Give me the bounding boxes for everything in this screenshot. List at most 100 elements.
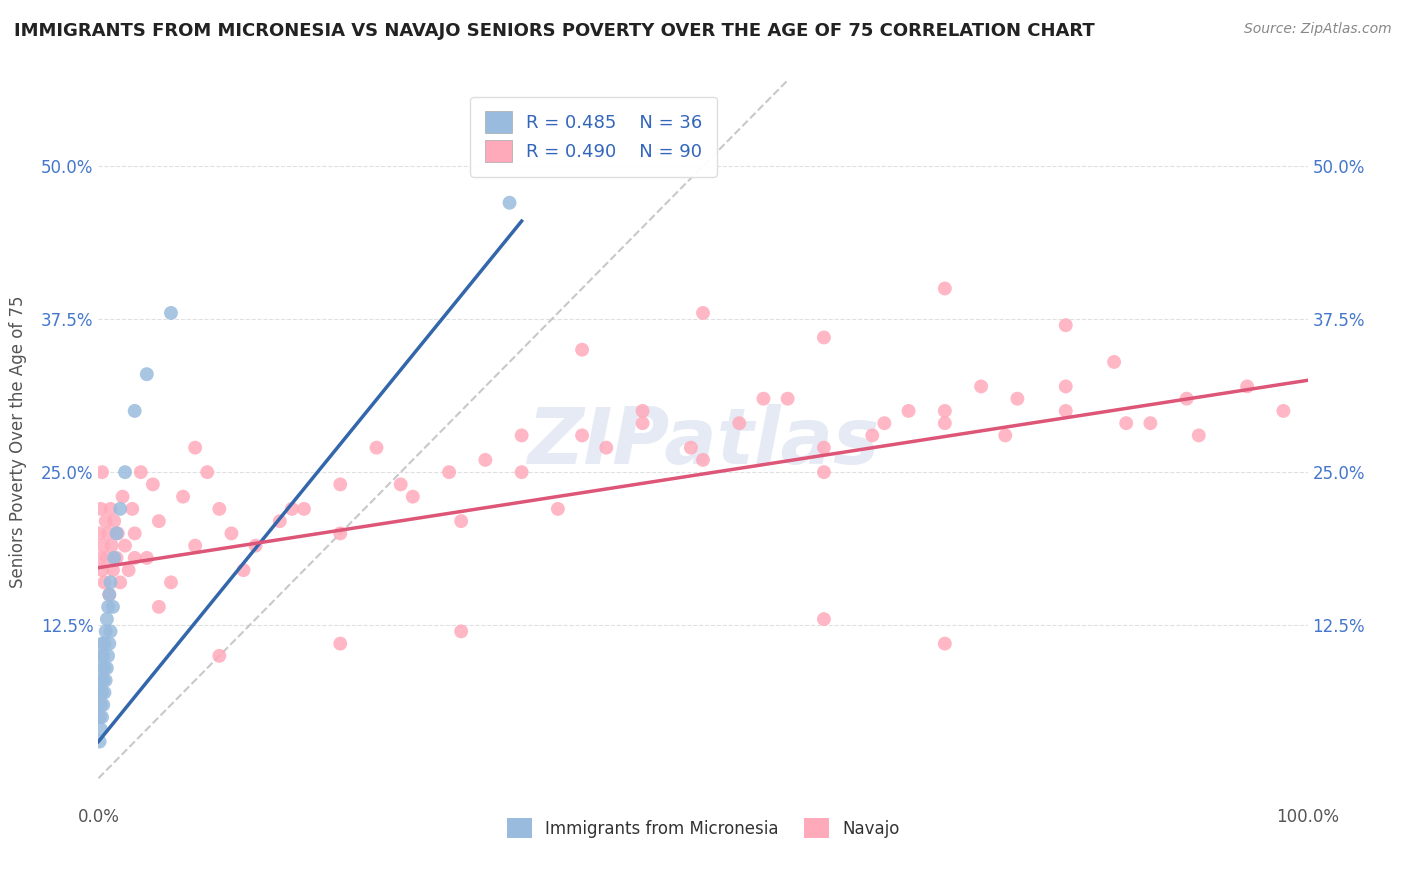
Point xyxy=(91,648,114,663)
Text: Source: ZipAtlas.com: Source: ZipAtlas.com xyxy=(1244,22,1392,37)
Point xyxy=(121,502,143,516)
Point xyxy=(498,195,520,210)
Point xyxy=(776,392,799,406)
Point xyxy=(813,465,835,479)
Point xyxy=(366,441,388,455)
Point xyxy=(142,477,165,491)
Point xyxy=(813,441,835,455)
Point xyxy=(124,526,146,541)
Point xyxy=(1272,404,1295,418)
Point xyxy=(631,404,654,418)
Point xyxy=(89,685,111,699)
Point xyxy=(752,392,775,406)
Point xyxy=(90,502,112,516)
Point xyxy=(329,637,352,651)
Point xyxy=(91,563,114,577)
Point xyxy=(90,550,112,565)
Point xyxy=(97,526,120,541)
Point xyxy=(96,550,118,565)
Point xyxy=(160,575,183,590)
Point xyxy=(402,490,425,504)
Point xyxy=(269,514,291,528)
Point xyxy=(208,648,231,663)
Point xyxy=(89,734,111,748)
Point xyxy=(184,539,207,553)
Point xyxy=(813,612,835,626)
Point xyxy=(108,575,131,590)
Point xyxy=(91,673,114,688)
Point xyxy=(105,550,128,565)
Point xyxy=(1007,392,1029,406)
Text: ZIPatlas: ZIPatlas xyxy=(527,403,879,480)
Point xyxy=(934,416,956,430)
Point xyxy=(114,539,136,553)
Point xyxy=(91,698,114,712)
Point xyxy=(108,502,131,516)
Point xyxy=(114,465,136,479)
Point xyxy=(101,563,124,577)
Point xyxy=(148,514,170,528)
Point xyxy=(245,539,267,553)
Point xyxy=(547,502,569,516)
Point xyxy=(860,428,883,442)
Point xyxy=(98,588,121,602)
Point xyxy=(1054,404,1077,418)
Point xyxy=(692,453,714,467)
Point xyxy=(100,575,122,590)
Point xyxy=(90,673,112,688)
Text: IMMIGRANTS FROM MICRONESIA VS NAVAJO SENIORS POVERTY OVER THE AGE OF 75 CORRELAT: IMMIGRANTS FROM MICRONESIA VS NAVAJO SEN… xyxy=(14,22,1095,40)
Point xyxy=(91,661,114,675)
Point xyxy=(631,416,654,430)
Point xyxy=(98,637,121,651)
Point xyxy=(232,563,254,577)
Point xyxy=(91,710,114,724)
Point xyxy=(129,465,152,479)
Point xyxy=(1054,318,1077,333)
Point xyxy=(100,624,122,639)
Point xyxy=(90,723,112,737)
Point xyxy=(96,661,118,675)
Point xyxy=(91,637,114,651)
Point xyxy=(89,710,111,724)
Point xyxy=(103,514,125,528)
Point xyxy=(172,490,194,504)
Point xyxy=(389,477,412,491)
Point xyxy=(994,428,1017,442)
Point xyxy=(148,599,170,614)
Point xyxy=(90,698,112,712)
Point xyxy=(571,343,593,357)
Point xyxy=(1236,379,1258,393)
Point xyxy=(118,563,141,577)
Point xyxy=(103,550,125,565)
Point xyxy=(1139,416,1161,430)
Point xyxy=(208,502,231,516)
Point xyxy=(94,514,117,528)
Point xyxy=(160,306,183,320)
Point xyxy=(94,624,117,639)
Point xyxy=(813,330,835,344)
Point xyxy=(124,404,146,418)
Point xyxy=(595,441,617,455)
Point xyxy=(195,465,218,479)
Point xyxy=(970,379,993,393)
Point xyxy=(90,648,112,663)
Point xyxy=(281,502,304,516)
Point xyxy=(934,404,956,418)
Point xyxy=(679,441,702,455)
Point xyxy=(1054,379,1077,393)
Point xyxy=(91,539,114,553)
Point xyxy=(91,465,114,479)
Point xyxy=(91,685,114,699)
Point xyxy=(437,465,460,479)
Point xyxy=(93,685,115,699)
Point xyxy=(93,575,115,590)
Point xyxy=(1115,416,1137,430)
Point xyxy=(329,526,352,541)
Point xyxy=(221,526,243,541)
Point xyxy=(1188,428,1211,442)
Point xyxy=(873,416,896,430)
Point xyxy=(571,428,593,442)
Point xyxy=(101,599,124,614)
Point xyxy=(934,281,956,295)
Point xyxy=(100,539,122,553)
